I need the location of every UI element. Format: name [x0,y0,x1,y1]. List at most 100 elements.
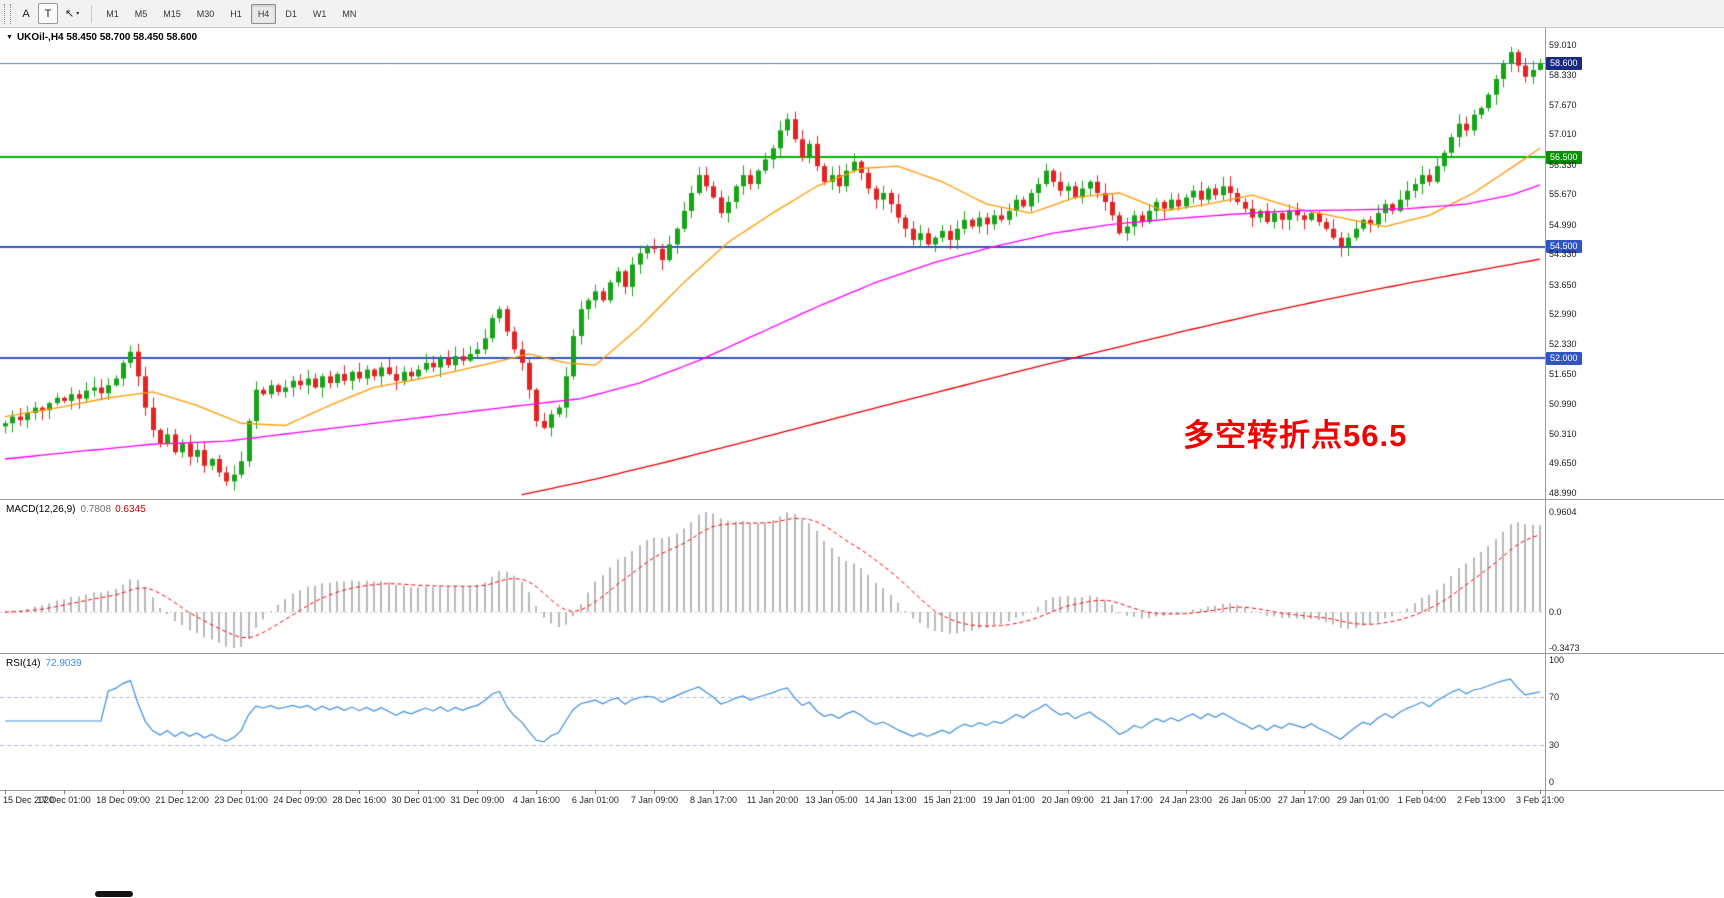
time-tick [891,790,892,794]
time-tick [418,790,419,794]
time-tick [1422,790,1423,794]
time-tick [1481,790,1482,794]
font-label-tool-button[interactable]: A [22,7,30,20]
time-label: 19 Jan 01:00 [982,795,1035,805]
macd-indicator-canvas[interactable] [0,500,1545,653]
rsi-indicator-canvas[interactable] [0,654,1545,790]
chart-annotation-text: 多空转折点56.5 [1183,418,1408,453]
timeframe-button-H4[interactable]: H4 [250,3,277,24]
level-price-badge: 54.500 [1546,240,1582,254]
price-label: 52.330 [1549,338,1577,349]
chart-title-text: UKOil-,H4 58.450 58.700 58.450 58.600 [16,32,198,43]
time-tick [1540,790,1541,794]
time-tick [1245,790,1246,794]
timeframe-button-M1[interactable]: M1 [106,8,119,19]
price-label: 51.650 [1549,369,1577,380]
timeframe-button-M30[interactable]: M30 [196,8,215,19]
chevron-down-icon: ▾ [76,11,80,17]
price-label: 57.010 [1549,129,1577,140]
macd-title: MACD(12,26,9) 0.7808 0.6345 [6,504,146,515]
text-tool-button[interactable]: T [38,3,58,24]
time-label: 18 Dec 09:00 [96,795,150,805]
time-label: 21 Jan 17:00 [1100,795,1153,805]
time-label: 27 Jan 17:00 [1277,795,1330,805]
price-label: 54.990 [1549,219,1577,230]
macd-panel-separator[interactable] [0,499,1724,500]
price-label: 52.990 [1549,309,1577,320]
price-label: 50.310 [1549,428,1577,439]
level-price-badge: 52.000 [1546,351,1582,365]
timeframe-button-H1[interactable]: H1 [230,8,242,19]
timeframe-button-D1[interactable]: D1 [285,8,297,19]
time-tick [713,790,714,794]
price-chart-canvas[interactable] [0,28,1545,499]
time-tick [359,790,360,794]
time-tick [832,790,833,794]
time-label: 8 Jan 17:00 [689,795,737,805]
price-label: 55.670 [1549,189,1577,200]
time-tick [536,790,537,794]
time-tick [300,790,301,794]
rsi-axis-label: 70 [1549,691,1560,702]
price-label: 59.010 [1549,40,1577,50]
time-label: 24 Dec 09:00 [273,795,327,805]
time-tick [182,790,183,794]
time-tick [1304,790,1305,794]
time-label: 6 Jan 01:00 [571,795,619,805]
toolbar-separator [91,4,93,23]
time-tick [64,790,65,794]
price-label: 53.650 [1549,279,1577,290]
price-label: 58.330 [1549,70,1577,81]
bottom-black-artifact [95,891,133,897]
price-label: 57.670 [1549,99,1577,110]
macd-main-value: 0.7808 [80,504,112,515]
rsi-axis-label: 30 [1549,740,1560,751]
time-tick [1068,790,1069,794]
time-tick [5,790,6,794]
time-label: 31 Dec 09:00 [450,795,505,805]
price-axis-border [1545,28,1546,806]
time-tick [950,790,951,794]
time-label: 15 Dec 2020 [3,795,55,805]
timeframe-button-MN[interactable]: MN [342,8,357,19]
time-label: 14 Jan 13:00 [864,795,917,805]
macd-signal-value: 0.6345 [115,504,146,515]
time-label: 23 Dec 01:00 [214,795,268,805]
timeframe-button-M15[interactable]: M15 [163,8,181,19]
current-price-badge: 58.600 [1546,56,1582,70]
price-label: 54.330 [1549,249,1577,260]
price-label: 49.650 [1549,458,1577,469]
level-price-badge: 56.500 [1546,150,1582,164]
chart-dropdown-icon[interactable]: ▼ [6,34,13,41]
time-label: 1 Feb 04:00 [1397,795,1446,805]
time-tick [595,790,596,794]
rsi-axis-label: 100 [1549,655,1565,665]
time-label: 13 Jan 05:00 [805,795,858,805]
time-label: 7 Jan 09:00 [630,795,678,805]
time-label: 24 Jan 23:00 [1159,795,1212,805]
time-label: 17 Dec 01:00 [37,795,91,805]
cursor-tool-button[interactable]: ↖ ▾ [65,8,80,20]
toolbar-grip-handle[interactable] [4,3,11,24]
time-label: 28 Dec 16:00 [332,795,387,805]
time-label: 15 Jan 21:00 [923,795,976,805]
macd-label: MACD(12,26,9) [6,504,76,515]
time-label: 26 Jan 05:00 [1218,795,1271,805]
time-tick [241,790,242,794]
time-label: 21 Dec 12:00 [155,795,209,805]
time-label: 3 Feb 21:00 [1516,795,1565,805]
rsi-panel-separator[interactable] [0,653,1724,654]
timeframe-button-W1[interactable]: W1 [312,8,327,19]
time-tick [1186,790,1187,794]
time-tick [123,790,124,794]
price-label: 50.990 [1549,398,1577,409]
time-label: 29 Jan 01:00 [1336,795,1389,805]
time-label: 20 Jan 09:00 [1041,795,1094,805]
time-tick [1127,790,1128,794]
time-axis-separator [0,790,1724,791]
timeframe-button-M5[interactable]: M5 [134,8,148,19]
rsi-label: RSI(14) [6,658,41,669]
rsi-title: RSI(14) 72.9039 [6,658,82,669]
price-label: 48.990 [1549,488,1577,498]
